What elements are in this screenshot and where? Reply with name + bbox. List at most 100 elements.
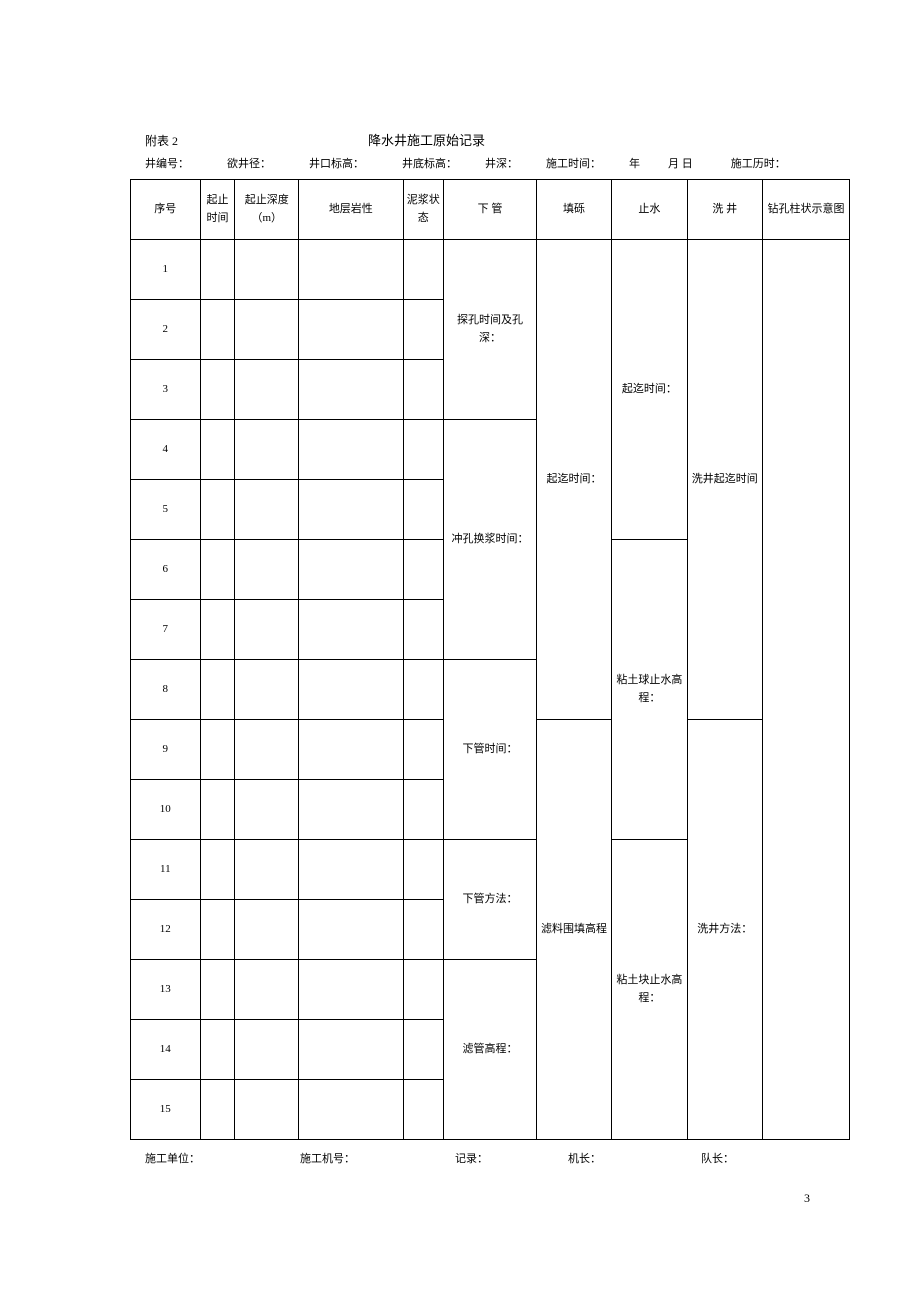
cell [235,240,299,300]
cell [235,780,299,840]
seq-cell: 10 [131,780,201,840]
col-seq: 序号 [131,180,201,240]
wash-cell-1: 洗井起迄时间 [687,240,762,720]
stop-cell-2: 粘土球止水高程： [612,540,687,840]
seq-cell: 7 [131,600,201,660]
cell [299,780,403,840]
seq-cell: 4 [131,420,201,480]
cell [403,660,444,720]
cell [235,720,299,780]
pipe-cell-1: 探孔时间及孔深： [444,240,537,420]
cell [299,660,403,720]
cell [403,900,444,960]
col-fill: 填砾 [536,180,611,240]
seq-cell: 13 [131,960,201,1020]
cell [235,1080,299,1140]
cell [200,1020,235,1080]
col-drill: 钻孔柱状示意图 [762,180,849,240]
cell [403,840,444,900]
pipe-cell-2: 冲孔换浆时间： [444,420,537,660]
time-label: 施工时间： [546,155,601,171]
cell [299,600,403,660]
footer-row: 施工单位： 施工机号： 记录： 机长： 队长： [50,1150,870,1166]
attachment-label: 附表 2 [145,132,178,149]
diameter-label: 欲井径： [227,155,271,171]
col-time: 起止时间 [200,180,235,240]
cell [200,420,235,480]
cell [235,540,299,600]
col-depth: 起止深度（m） [235,180,299,240]
seq-cell: 12 [131,900,201,960]
col-wash: 洗 井 [687,180,762,240]
cell [299,240,403,300]
cell [200,720,235,780]
cell [200,300,235,360]
record-table: 序号 起止时间 起止深度（m） 地层岩性 泥浆状态 下 管 填砾 止水 洗 井 … [130,179,850,1140]
cell [200,840,235,900]
col-stop: 止水 [612,180,687,240]
cell [235,300,299,360]
record-label: 记录： [455,1150,488,1166]
cell [235,960,299,1020]
pipe-cell-4: 下管方法： [444,840,537,960]
duration-label: 施工历时： [731,155,786,171]
cell [235,480,299,540]
seq-cell: 11 [131,840,201,900]
cell [299,1080,403,1140]
cell [200,900,235,960]
info-row: 井编号： 欲井径： 井口标高： 井底标高： 井深： 施工时间： 年 月 日 施工… [50,155,870,171]
month-day-label: 月 日 [668,155,693,171]
well-no-label: 井编号： [145,155,189,171]
cell [235,900,299,960]
cell [403,300,444,360]
cell [200,240,235,300]
cell [299,1020,403,1080]
leader-label: 队长： [701,1150,734,1166]
cell [235,660,299,720]
cell [299,480,403,540]
depth-label: 井深： [485,155,518,171]
cell [403,240,444,300]
unit-label: 施工单位： [145,1150,200,1166]
cell [299,960,403,1020]
seq-cell: 1 [131,240,201,300]
cell [403,360,444,420]
seq-cell: 9 [131,720,201,780]
cell [235,1020,299,1080]
cell [200,960,235,1020]
cell [299,840,403,900]
cell [403,480,444,540]
cell [403,420,444,480]
cell [200,480,235,540]
cell [235,600,299,660]
cell [299,720,403,780]
seq-cell: 2 [131,300,201,360]
drill-cell [762,240,849,1140]
top-elev-label: 井口标高： [309,155,364,171]
cell [200,780,235,840]
cell [299,900,403,960]
cell [200,660,235,720]
col-rock: 地层岩性 [299,180,403,240]
col-mud: 泥浆状态 [403,180,444,240]
cell [200,1080,235,1140]
stop-cell-3: 粘土块止水高程： [612,840,687,1140]
fill-cell-2: 滤料围填高程 [536,720,611,1140]
seq-cell: 6 [131,540,201,600]
cell [403,1020,444,1080]
fill-cell-1: 起迄时间： [536,240,611,720]
pipe-cell-5: 滤管高程： [444,960,537,1140]
cell [403,960,444,1020]
page-title: 降水井施工原始记录 [368,130,485,149]
bottom-elev-label: 井底标高： [402,155,457,171]
cell [200,360,235,420]
table-header-row: 序号 起止时间 起止深度（m） 地层岩性 泥浆状态 下 管 填砾 止水 洗 井 … [131,180,850,240]
cell [200,540,235,600]
cell [403,720,444,780]
cell [299,540,403,600]
seq-cell: 5 [131,480,201,540]
cell [403,540,444,600]
year-label: 年 [629,155,640,171]
seq-cell: 15 [131,1080,201,1140]
wash-cell-2: 洗井方法： [687,720,762,1140]
